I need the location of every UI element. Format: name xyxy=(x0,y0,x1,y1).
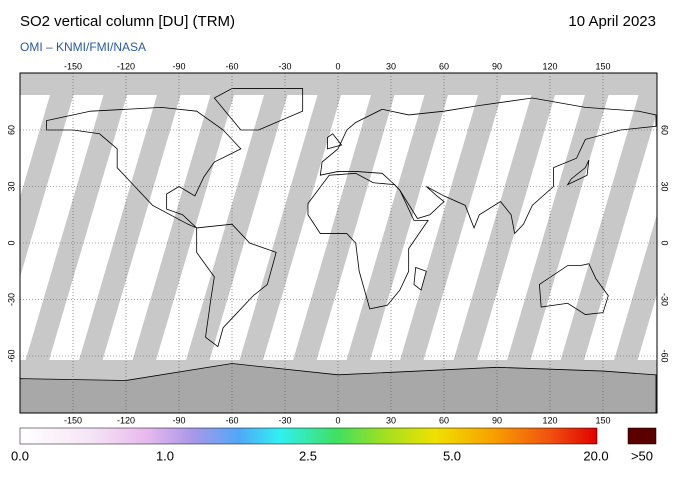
coastline xyxy=(413,266,427,291)
coastline xyxy=(213,88,304,131)
lon-label-bottom: -120 xyxy=(117,415,135,425)
title: SO2 vertical column [DU] (TRM) xyxy=(20,13,235,30)
swath xyxy=(20,73,110,379)
lon-label-top: 90 xyxy=(492,61,502,71)
lon-label-top: -120 xyxy=(117,61,135,71)
lon-label-bottom: 90 xyxy=(492,415,502,425)
lat-label-left: 0 xyxy=(6,240,16,245)
colorbar xyxy=(19,427,598,445)
lon-label-top: 60 xyxy=(439,61,449,71)
lon-label-top: -60 xyxy=(225,61,238,71)
lon-label-top: 120 xyxy=(542,61,557,71)
lat-label-left: -60 xyxy=(6,349,16,362)
lon-label-top: -90 xyxy=(172,61,185,71)
colorbar-over xyxy=(627,427,657,445)
swath xyxy=(461,73,592,413)
swath xyxy=(20,73,57,198)
lat-label-left: 30 xyxy=(6,181,16,191)
lon-label-bottom: 60 xyxy=(439,415,449,425)
swath xyxy=(140,73,271,413)
coastline xyxy=(566,159,590,186)
swath xyxy=(247,73,378,413)
lon-label-bottom: 150 xyxy=(595,415,610,425)
colorbar-label: 1.0 xyxy=(156,448,174,463)
date: 10 April 2023 xyxy=(568,13,656,30)
lon-label-top: 30 xyxy=(386,61,396,71)
coastline xyxy=(538,263,609,315)
lon-label-bottom: 120 xyxy=(542,415,557,425)
coastline xyxy=(307,172,429,310)
graticule xyxy=(20,73,657,413)
lon-label-top: -150 xyxy=(64,61,82,71)
map-area xyxy=(0,73,657,413)
lon-label-bottom: -30 xyxy=(278,415,291,425)
colorbar-label: 5.0 xyxy=(443,448,461,463)
colorbar-label: 0.0 xyxy=(11,448,29,463)
coastline xyxy=(326,133,343,150)
swath xyxy=(0,73,3,413)
lon-label-bottom: 30 xyxy=(386,415,396,425)
lon-label-top: 150 xyxy=(595,61,610,71)
colorbar-label: 2.5 xyxy=(299,448,317,463)
lat-label-left: -30 xyxy=(6,293,16,306)
lon-label-top: -30 xyxy=(278,61,291,71)
colorbar-label: 20.0 xyxy=(583,448,608,463)
lat-label-left: 60 xyxy=(6,125,16,135)
polar-north xyxy=(20,73,657,95)
swath xyxy=(515,73,645,413)
lat-label-right: -60 xyxy=(660,349,670,362)
labels: -150 -150 -120 -120 -90 -90 -60 -60 -30 -30 0 0 30 30… xyxy=(6,61,669,463)
coastline xyxy=(319,97,657,235)
lon-label-bottom: 0 xyxy=(335,415,340,425)
coastline xyxy=(196,223,277,348)
lat-label-right: 60 xyxy=(660,125,670,135)
swath xyxy=(568,112,657,413)
lon-label-top: 0 xyxy=(335,61,340,71)
lat-label-right: 30 xyxy=(660,181,670,191)
swath xyxy=(194,73,324,413)
source: OMI – KNMI/FMI/NASA xyxy=(20,40,146,54)
swaths xyxy=(0,73,657,413)
lon-label-bottom: -150 xyxy=(64,415,82,425)
lon-label-bottom: -60 xyxy=(225,415,238,425)
colorbar-over-label: >50 xyxy=(631,448,653,463)
lat-label-right: 0 xyxy=(660,240,670,245)
lat-label-right: -30 xyxy=(660,293,670,306)
map-frame xyxy=(19,72,658,414)
coastline xyxy=(46,106,242,229)
lon-label-bottom: -90 xyxy=(172,415,185,425)
